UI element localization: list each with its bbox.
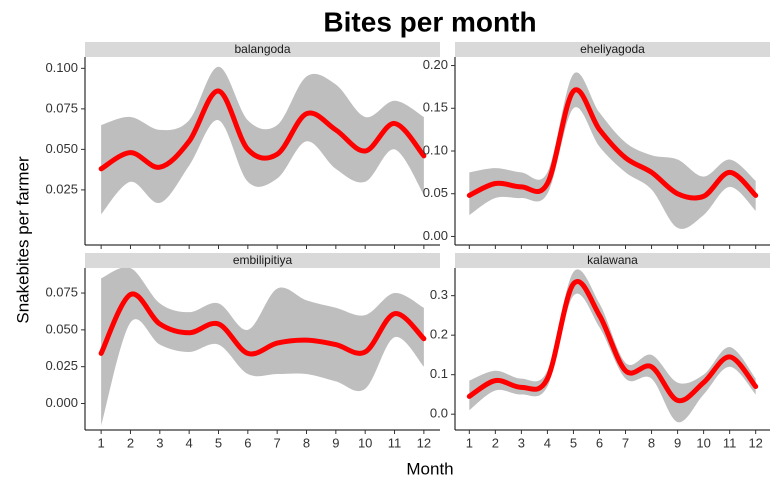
facet-title: kalawana <box>587 253 638 267</box>
line <box>98 291 427 357</box>
x-tick-label: 12 <box>417 435 431 450</box>
y-tick-label: 0.050 <box>45 141 78 156</box>
facet-title: eheliyagoda <box>580 42 645 56</box>
y-tick-label: 0.1 <box>430 366 448 381</box>
facet-title: embilipitiya <box>233 253 293 267</box>
y-tick-label: 0.075 <box>45 284 78 299</box>
x-tick-label: 4 <box>186 435 193 450</box>
x-tick-label: 8 <box>648 435 655 450</box>
x-axis-title: Month <box>406 459 453 478</box>
y-tick-label: 0.10 <box>423 142 448 157</box>
y-tick-label: 0.05 <box>423 185 448 200</box>
x-tick-label: 4 <box>544 435 551 450</box>
confidence-band <box>101 66 424 215</box>
plot-area <box>98 268 427 426</box>
y-tick-label: 0.0 <box>430 406 448 421</box>
y-tick-label: 0.000 <box>45 395 78 410</box>
plot-area <box>98 66 427 215</box>
x-tick-label: 11 <box>723 435 737 450</box>
plot-area <box>466 269 759 423</box>
x-tick-label: 10 <box>696 435 710 450</box>
x-tick-label: 9 <box>332 435 339 450</box>
y-tick-label: 0.3 <box>430 287 448 302</box>
x-tick-label: 6 <box>244 435 251 450</box>
facet-strip <box>85 42 440 57</box>
chart-title: Bites per month <box>323 6 536 37</box>
x-tick-label: 5 <box>215 435 222 450</box>
x-tick-label: 6 <box>596 435 603 450</box>
x-tick-label: 1 <box>98 435 105 450</box>
line <box>466 279 759 404</box>
y-tick-label: 0.025 <box>45 181 78 196</box>
x-tick-label: 11 <box>388 435 402 450</box>
facet-strip <box>455 253 770 268</box>
y-tick-label: 0.050 <box>45 321 78 336</box>
y-tick-label: 0.025 <box>45 358 78 373</box>
y-tick-label: 0.15 <box>423 100 448 115</box>
x-tick-label: 9 <box>674 435 681 450</box>
x-tick-label: 2 <box>127 435 134 450</box>
y-tick-label: 0.20 <box>423 57 448 72</box>
y-tick-label: 0.2 <box>430 327 448 342</box>
x-tick-label: 3 <box>156 435 163 450</box>
line <box>466 87 759 201</box>
x-tick-label: 8 <box>303 435 310 450</box>
y-axis-title: Snakebites per farmer <box>13 156 32 324</box>
facet-title: balangoda <box>234 42 290 56</box>
x-tick-label: 2 <box>492 435 499 450</box>
line <box>98 88 427 172</box>
x-tick-label: 12 <box>748 435 762 450</box>
x-tick-label: 10 <box>358 435 372 450</box>
facet-strip <box>85 253 440 268</box>
x-tick-label: 7 <box>274 435 281 450</box>
confidence-band <box>469 72 756 229</box>
plot-area <box>466 72 759 229</box>
x-tick-label: 5 <box>570 435 577 450</box>
confidence-band <box>101 268 424 426</box>
y-tick-label: 0.00 <box>423 228 448 243</box>
x-tick-label: 1 <box>466 435 473 450</box>
y-tick-label: 0.100 <box>45 60 78 75</box>
x-tick-label: 7 <box>622 435 629 450</box>
y-tick-label: 0.075 <box>45 100 78 115</box>
facet-strip <box>455 42 770 57</box>
x-tick-label: 3 <box>518 435 525 450</box>
